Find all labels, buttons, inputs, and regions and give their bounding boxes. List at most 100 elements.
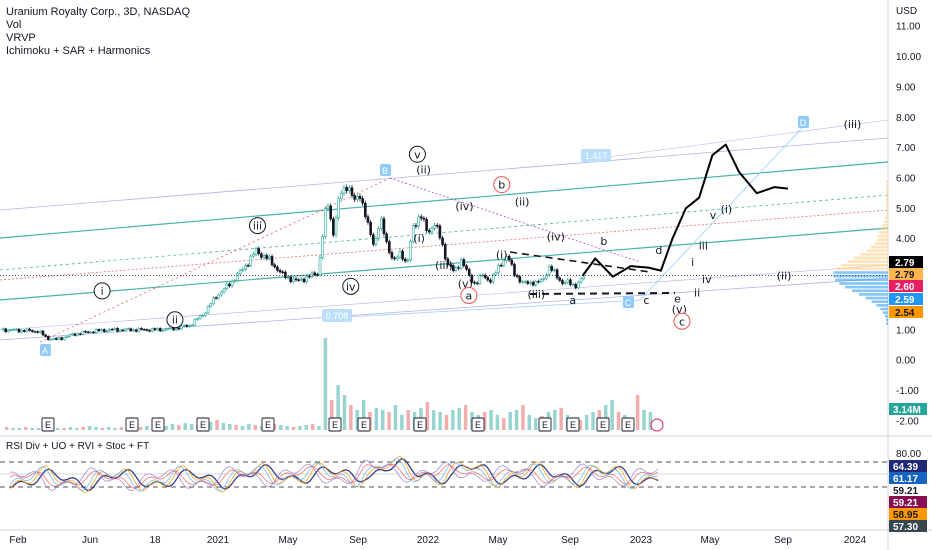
- earnings-marker[interactable]: [566, 417, 580, 432]
- volume-bar: [183, 423, 187, 430]
- earnings-marker[interactable]: [538, 417, 552, 432]
- candle-body: [97, 329, 101, 332]
- candle-body: [553, 269, 556, 271]
- volume-bar: [610, 400, 614, 430]
- candle-body: [188, 324, 191, 327]
- earnings-marker[interactable]: [196, 417, 210, 432]
- channel-line: [639, 124, 806, 301]
- candle-body: [100, 329, 103, 332]
- candle-body: [209, 303, 213, 307]
- legend-vrvp[interactable]: VRVP: [6, 32, 36, 44]
- candle-body: [441, 237, 444, 245]
- wave-label: (i): [721, 203, 733, 216]
- candle-body: [273, 264, 277, 268]
- earnings-marker[interactable]: [151, 417, 165, 432]
- volume-bar: [502, 418, 506, 430]
- legend-vol[interactable]: Vol: [6, 19, 22, 31]
- rsi-tag-label: 57.30: [893, 522, 918, 533]
- volume-bar: [330, 400, 334, 430]
- earnings-marker-label: E: [200, 420, 206, 430]
- candle-body: [550, 266, 554, 271]
- earnings-marker[interactable]: [621, 417, 635, 432]
- earnings-marker[interactable]: [413, 417, 427, 432]
- rsi-tag-bg: [889, 460, 927, 472]
- candle-body: [252, 253, 255, 257]
- price-tag-bg: [889, 306, 923, 318]
- earnings-marker-label: E: [417, 420, 423, 430]
- harmonic-point-bg: [623, 296, 634, 308]
- volume-bar: [253, 425, 258, 430]
- candle-body: [308, 275, 311, 278]
- candle-body: [345, 187, 348, 192]
- earnings-marker[interactable]: [125, 417, 139, 432]
- earnings-marker[interactable]: [328, 417, 342, 432]
- volume-bar: [444, 415, 449, 430]
- candles: [0, 184, 888, 341]
- legend-ichimoku[interactable]: Ichimoku + SAR + Harmonics: [6, 45, 151, 57]
- earnings-marker[interactable]: [596, 417, 610, 432]
- vrvp-bar: [886, 183, 888, 187]
- y-axis-currency: USD: [896, 6, 917, 17]
- vrvp-bar: [882, 223, 888, 227]
- projection-path: [581, 143, 789, 278]
- y-tick-label: 10.00: [896, 52, 921, 63]
- candle-body: [182, 324, 186, 327]
- volume-bar: [17, 428, 22, 430]
- candle-body: [414, 225, 418, 227]
- y-tick-label: 11.00: [896, 22, 921, 33]
- earnings-marker-label: E: [600, 420, 606, 430]
- volume-bar: [508, 412, 512, 430]
- candle-body: [443, 244, 447, 260]
- candle-body: [406, 259, 410, 262]
- volume-bar: [279, 425, 283, 430]
- earnings-marker[interactable]: [261, 417, 275, 432]
- candle-body: [212, 297, 215, 305]
- harmonic-point-bg: [380, 164, 391, 176]
- candle-body: [25, 328, 29, 332]
- candle-body: [427, 230, 431, 233]
- vrvp-bar: [841, 263, 888, 267]
- wave-label: iii: [699, 239, 708, 252]
- candle-body: [353, 195, 356, 200]
- wave-label: v: [414, 148, 421, 161]
- wave-label: (iii): [844, 118, 862, 131]
- candle-body: [497, 264, 500, 273]
- wave-label: iv: [702, 273, 712, 286]
- price-tag-bg: [889, 293, 923, 305]
- candle-body: [486, 277, 490, 281]
- volume-bar: [234, 425, 238, 430]
- candle-body: [473, 281, 476, 284]
- earnings-marker[interactable]: [41, 417, 55, 432]
- volume-bar: [164, 426, 168, 430]
- candle-body: [174, 328, 178, 331]
- candle-body: [379, 218, 383, 230]
- vrvp-bar: [871, 300, 888, 303]
- candle-body: [350, 187, 354, 196]
- candle-body: [398, 250, 402, 258]
- rsi-legend[interactable]: RSI Div + UO + RVI + Stoc + FT: [6, 441, 150, 452]
- candle-body: [340, 192, 343, 200]
- candle-body: [15, 329, 18, 331]
- volume-bar: [317, 426, 321, 430]
- candle-body: [465, 265, 468, 270]
- volume-bar: [489, 410, 493, 430]
- candle-body: [286, 276, 290, 279]
- candle-body: [276, 266, 279, 271]
- candle-body: [260, 253, 263, 258]
- candle-body: [148, 330, 151, 332]
- legend-title[interactable]: Uranium Royalty Corp., 3D, NASDAQ: [6, 6, 190, 18]
- volume-bar: [113, 428, 117, 430]
- volume-bar: [400, 415, 404, 430]
- volume-bar: [177, 425, 181, 430]
- candle-body: [294, 278, 298, 281]
- wave-label: (iv): [547, 230, 565, 243]
- candle-body: [94, 329, 98, 333]
- earnings-marker[interactable]: [471, 417, 485, 432]
- rsi-tag-label: 64.39: [893, 462, 918, 473]
- x-axis[interactable]: Feb Jun 18 2021 May Sep 2022 May Sep 2023 May Sep 20…: [9, 535, 866, 546]
- wave-label: (ii): [777, 270, 792, 283]
- volume-bar: [145, 426, 149, 430]
- rsi-pane: 80.00: [0, 449, 921, 494]
- earnings-marker[interactable]: [357, 417, 371, 432]
